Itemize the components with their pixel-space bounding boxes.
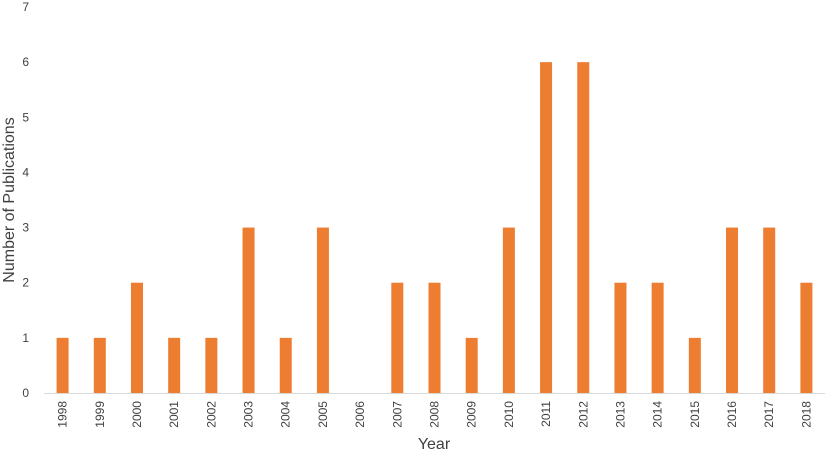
y-tick-label: 6 — [22, 55, 29, 69]
y-tick-label: 5 — [22, 110, 29, 124]
y-tick-label: 2 — [22, 276, 29, 290]
x-tick-label: 2000 — [130, 401, 144, 428]
x-tick-label: 2016 — [725, 401, 739, 428]
bar-2012 — [577, 62, 590, 393]
x-tick-label: 2004 — [279, 401, 293, 428]
x-tick-label: 2009 — [465, 401, 479, 428]
bar-2000 — [130, 282, 143, 393]
bar-2013 — [614, 282, 627, 393]
bar-2018 — [800, 282, 813, 393]
x-tick-label: 2006 — [353, 401, 367, 428]
x-axis-title: Year — [418, 436, 451, 453]
y-tick-label: 3 — [22, 221, 29, 235]
bars — [56, 62, 813, 393]
x-tick-label: 2008 — [428, 401, 442, 428]
bar-2001 — [168, 337, 181, 393]
bar-2009 — [465, 337, 478, 393]
x-tick-label: 2011 — [539, 401, 553, 427]
bar-2011 — [540, 62, 553, 393]
y-tick-label: 7 — [22, 0, 29, 14]
x-tick-label: 2017 — [762, 401, 776, 428]
x-tick-label: 2014 — [651, 401, 665, 428]
x-axis-ticks: 1998 1999 2000 2001 2002 2003 2004 2005 2006 2007… — [56, 401, 814, 428]
y-axis-title: Number of Publications — [1, 117, 18, 282]
bar-2004 — [279, 337, 292, 393]
y-tick-label: 0 — [22, 386, 29, 400]
x-tick-label: 2012 — [576, 401, 590, 428]
bar-2005 — [316, 227, 329, 393]
bar-2003 — [242, 227, 255, 393]
y-tick-label: 1 — [22, 331, 29, 345]
bar-2016 — [726, 227, 739, 393]
x-tick-label: 2005 — [316, 401, 330, 428]
x-tick-label: 2001 — [167, 401, 181, 428]
bar-2007 — [391, 282, 404, 393]
x-tick-label: 2018 — [799, 401, 813, 428]
x-tick-label: 2003 — [242, 401, 256, 428]
x-tick-label: 1998 — [56, 401, 70, 428]
bar-2010 — [502, 227, 515, 393]
x-tick-label: 1999 — [93, 401, 107, 428]
bar-2017 — [763, 227, 776, 393]
bar-2002 — [205, 337, 218, 393]
x-tick-label: 2015 — [688, 401, 702, 428]
bar-1999 — [93, 337, 106, 393]
x-tick-label: 2002 — [204, 401, 218, 428]
x-tick-label: 2010 — [502, 401, 516, 428]
y-axis-ticks: 0 1 2 3 4 5 6 7 — [22, 0, 29, 400]
x-tick-label: 2013 — [613, 401, 627, 428]
y-tick-label: 4 — [22, 165, 29, 179]
bar-2015 — [688, 337, 701, 393]
bar-1998 — [56, 337, 69, 393]
bar-2014 — [651, 282, 664, 393]
bar-2008 — [428, 282, 441, 393]
x-tick-label: 2007 — [390, 401, 404, 428]
